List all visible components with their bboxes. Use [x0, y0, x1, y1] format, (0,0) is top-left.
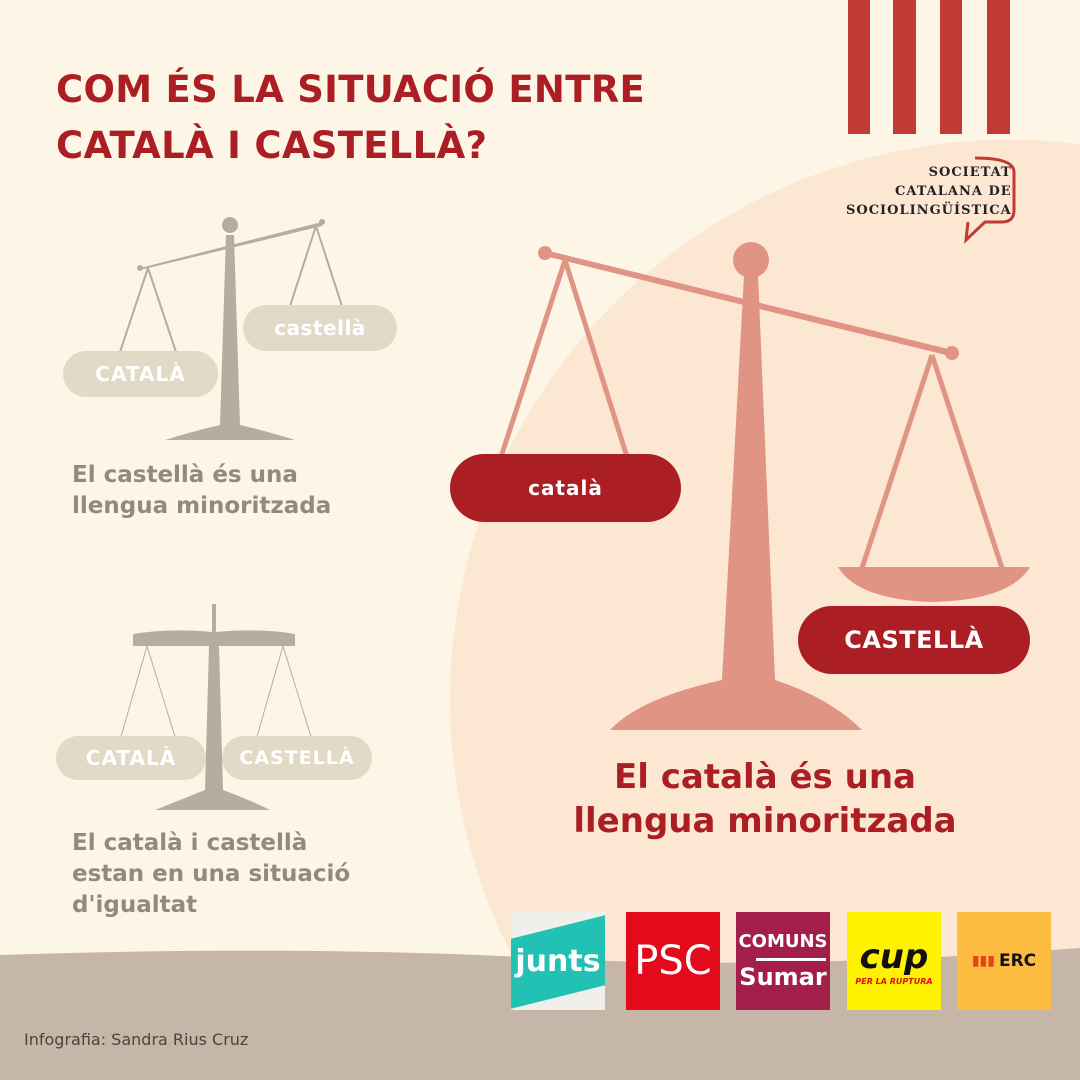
title-line-1: COM ÉS LA SITUACIÓ ENTRE — [56, 68, 646, 111]
title-line-2: CATALÀ I CASTELLÀ? — [56, 124, 488, 167]
cup-text: cup — [859, 936, 929, 977]
comuns-text: COMUNS — [738, 931, 828, 952]
sumar-text: Sumar — [739, 963, 827, 991]
organization-logo: SOCIETAT CATALANA DE SOCIOLINGÜÍSTICA — [846, 163, 1012, 220]
caption-line: llengua minoritzada — [573, 801, 957, 841]
org-line-1: SOCIETAT — [928, 165, 1012, 180]
main-scale-graphic — [497, 242, 1030, 730]
scale-2-left-label: CATALÀ — [56, 736, 206, 780]
psc-text: PSC — [634, 938, 712, 984]
cup-tagline: PER LA RUPTURA — [855, 976, 933, 986]
scale-1-graphic — [119, 217, 343, 440]
main-caption: El català és una llengua minoritzada — [540, 755, 990, 843]
scale-1-right-label: castellà — [243, 305, 397, 351]
credit: Infografia: Sandra Rius Cruz — [24, 1030, 249, 1049]
caption-line: El català i castellà — [72, 830, 308, 856]
caption-line: estan en una situació — [72, 861, 351, 887]
comuns-sumar-logo: COMUNS Sumar — [736, 912, 830, 1010]
scale-2-graphic — [119, 604, 313, 810]
junts-text: junts — [515, 943, 601, 979]
org-line-2: CATALANA DE — [894, 184, 1012, 199]
erc-logo: ▮▮▮ ERC — [957, 912, 1051, 1010]
comuns-divider — [756, 958, 826, 961]
junts-logo: junts — [511, 912, 605, 1010]
caption-line: llengua minoritzada — [72, 493, 332, 519]
speech-bubble-icon — [964, 156, 1016, 244]
page-title: COM ÉS LA SITUACIÓ ENTRE CATALÀ I CASTEL… — [56, 62, 645, 174]
scale-1-caption: El castellà és una llengua minoritzada — [72, 460, 331, 522]
erc-flag-icon: ▮▮▮ — [971, 953, 995, 969]
main-scale-left-label: català — [450, 454, 681, 522]
scale-2-right-label: CASTELLÀ — [222, 736, 372, 780]
psc-logo: PSC — [626, 912, 720, 1010]
cup-logo: cup PER LA RUPTURA — [847, 912, 941, 1010]
caption-line: El castellà és una — [72, 462, 298, 488]
caption-line: d'igualtat — [72, 892, 198, 918]
org-line-3: SOCIOLINGÜÍSTICA — [846, 203, 1012, 218]
scale-1-left-label: CATALÀ — [63, 351, 218, 397]
caption-line: El català és una — [614, 757, 916, 797]
main-scale-right-label: CASTELLÀ — [798, 606, 1030, 674]
scale-2-caption: El català i castellà estan en una situac… — [72, 828, 350, 921]
catalan-stripes — [848, 0, 1010, 134]
erc-text: ERC — [998, 951, 1037, 971]
